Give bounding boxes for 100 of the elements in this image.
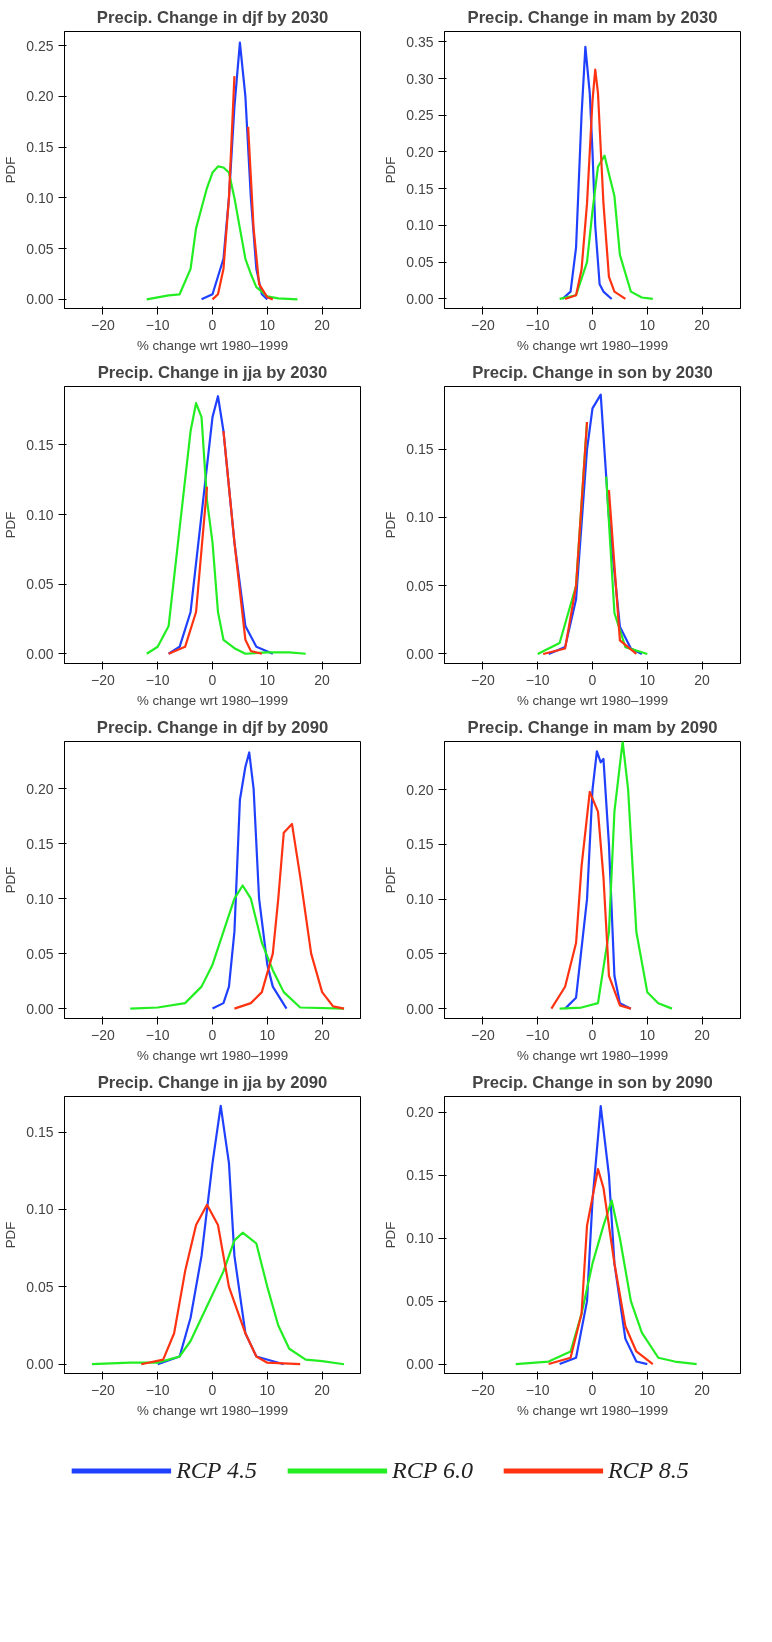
y-tick-label: 0.00 xyxy=(26,1000,54,1017)
chart-title: Precip. Change in son by 2030 xyxy=(472,362,713,382)
chart-title: Precip. Change in son by 2090 xyxy=(472,1072,713,1092)
x-axis-title: % change wrt 1980–1999 xyxy=(516,1047,669,1063)
y-tick-label: 0.35 xyxy=(406,33,434,50)
x-axis-title: % change wrt 1980–1999 xyxy=(136,1047,289,1063)
x-tick-label: 0 xyxy=(588,1381,597,1398)
x-tick-label: 20 xyxy=(694,316,711,333)
chart-title: Precip. Change in jja by 2090 xyxy=(97,1072,328,1092)
y-tick-label: 0.15 xyxy=(406,441,434,458)
x-tick-label: −20 xyxy=(91,1026,115,1043)
y-axis-title: PDF xyxy=(3,511,19,539)
y-tick-label: 0.10 xyxy=(26,1201,54,1218)
y-tick-label: 0.25 xyxy=(26,37,54,54)
y-axis-title: PDF xyxy=(383,1221,399,1249)
x-tick-label: 0 xyxy=(208,316,217,333)
y-tick-label: 0.20 xyxy=(406,781,434,798)
x-tick-label: −10 xyxy=(525,1381,550,1398)
x-tick-label: −20 xyxy=(471,1026,495,1043)
x-tick-label: 0 xyxy=(208,1381,217,1398)
y-axis-title: PDF xyxy=(3,1221,19,1249)
chart-title: Precip. Change in mam by 2030 xyxy=(467,7,718,27)
y-tick-label: 0.15 xyxy=(26,139,54,156)
y-tick-label: 0.25 xyxy=(406,107,434,124)
x-tick-label: −10 xyxy=(145,1381,170,1398)
x-tick-label: 20 xyxy=(314,1381,331,1398)
x-tick-label: −10 xyxy=(145,671,170,688)
chart-title: Precip. Change in mam by 2090 xyxy=(467,717,718,737)
x-tick-label: 10 xyxy=(259,316,276,333)
y-tick-label: 0.05 xyxy=(406,945,434,962)
y-tick-label: 0.00 xyxy=(26,645,54,662)
x-tick-label: 20 xyxy=(314,671,331,688)
x-tick-label: −10 xyxy=(525,671,550,688)
x-tick-label: 10 xyxy=(639,1026,656,1043)
x-tick-label: 10 xyxy=(639,316,656,333)
x-tick-label: 10 xyxy=(259,1026,276,1043)
x-tick-label: −10 xyxy=(145,1026,170,1043)
y-tick-label: 0.10 xyxy=(406,1230,434,1247)
y-tick-label: 0.00 xyxy=(26,1356,54,1373)
y-tick-label: 0.05 xyxy=(406,1293,434,1310)
y-axis-title: PDF xyxy=(383,156,399,184)
y-tick-label: 0.15 xyxy=(26,835,54,852)
x-axis-title: % change wrt 1980–1999 xyxy=(136,692,289,708)
x-tick-label: 10 xyxy=(259,1381,276,1398)
x-tick-label: −20 xyxy=(91,671,115,688)
x-tick-label: −20 xyxy=(471,671,495,688)
legend-label: RCP 4.5 xyxy=(176,1456,258,1484)
y-tick-label: 0.20 xyxy=(406,1104,434,1121)
x-tick-label: 20 xyxy=(694,1026,711,1043)
x-axis-title: % change wrt 1980–1999 xyxy=(136,337,289,353)
y-tick-label: 0.10 xyxy=(26,189,54,206)
x-axis-title: % change wrt 1980–1999 xyxy=(516,1402,669,1418)
y-tick-label: 0.15 xyxy=(406,836,434,853)
y-tick-label: 0.00 xyxy=(406,645,434,662)
legend-label: RCP 6.0 xyxy=(392,1456,473,1484)
y-axis-title: PDF xyxy=(383,511,399,539)
y-tick-label: 0.05 xyxy=(406,254,434,271)
y-tick-label: 0.00 xyxy=(26,291,54,308)
x-tick-label: 20 xyxy=(694,671,711,688)
y-tick-label: 0.20 xyxy=(26,88,54,105)
y-tick-label: 0.10 xyxy=(26,890,54,907)
x-tick-label: −10 xyxy=(525,1026,550,1043)
x-tick-label: 20 xyxy=(314,1026,331,1043)
y-tick-label: 0.05 xyxy=(26,240,54,257)
y-tick-label: 0.00 xyxy=(406,1000,434,1017)
x-tick-label: −20 xyxy=(471,1381,495,1398)
y-tick-label: 0.10 xyxy=(406,891,434,908)
x-tick-label: −20 xyxy=(471,316,495,333)
x-tick-label: 0 xyxy=(588,1026,597,1043)
x-tick-label: 0 xyxy=(588,671,597,688)
x-tick-label: −10 xyxy=(525,316,550,333)
x-tick-label: 20 xyxy=(694,1381,711,1398)
y-tick-label: 0.10 xyxy=(406,217,434,234)
y-axis-title: PDF xyxy=(3,866,19,894)
y-tick-label: 0.15 xyxy=(26,436,54,453)
y-tick-label: 0.15 xyxy=(26,1124,54,1141)
x-tick-label: 10 xyxy=(259,671,276,688)
x-tick-label: 10 xyxy=(639,1381,656,1398)
y-tick-label: 0.20 xyxy=(26,780,54,797)
y-tick-label: 0.05 xyxy=(26,945,54,962)
y-tick-label: 0.05 xyxy=(406,577,434,594)
x-tick-label: −20 xyxy=(91,316,115,333)
x-axis-title: % change wrt 1980–1999 xyxy=(516,692,669,708)
y-tick-label: 0.05 xyxy=(26,1278,54,1295)
x-tick-label: 0 xyxy=(208,671,217,688)
y-tick-label: 0.05 xyxy=(26,576,54,593)
x-tick-label: 20 xyxy=(314,316,331,333)
y-tick-label: 0.15 xyxy=(406,180,434,197)
x-axis-title: % change wrt 1980–1999 xyxy=(516,337,669,353)
x-tick-label: 0 xyxy=(588,316,597,333)
chart-title: Precip. Change in djf by 2030 xyxy=(96,7,329,27)
y-tick-label: 0.00 xyxy=(406,1356,434,1373)
x-axis-title: % change wrt 1980–1999 xyxy=(136,1402,289,1418)
y-tick-label: 0.10 xyxy=(26,506,54,523)
y-tick-label: 0.30 xyxy=(406,70,434,87)
x-tick-label: 0 xyxy=(208,1026,217,1043)
chart-title: Precip. Change in jja by 2030 xyxy=(97,362,328,382)
y-tick-label: 0.10 xyxy=(406,509,434,526)
y-axis-title: PDF xyxy=(383,866,399,894)
x-tick-label: −10 xyxy=(145,316,170,333)
